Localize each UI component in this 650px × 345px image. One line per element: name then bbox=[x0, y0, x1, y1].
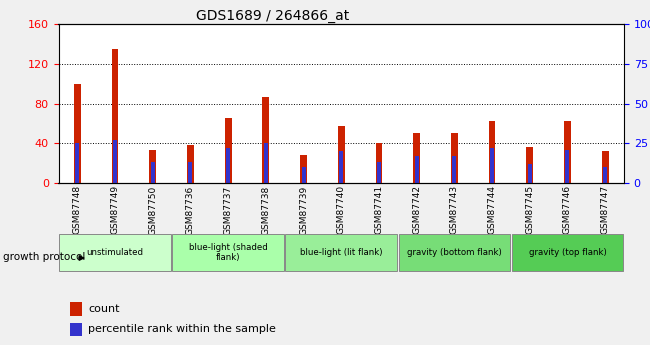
Text: GSM87736: GSM87736 bbox=[186, 185, 195, 235]
Bar bbox=[415, 156, 419, 183]
Bar bbox=[602, 151, 608, 183]
Text: unstimulated: unstimulated bbox=[86, 248, 144, 257]
Bar bbox=[413, 133, 420, 183]
Bar bbox=[263, 97, 269, 183]
Bar bbox=[490, 148, 494, 183]
Text: GSM87740: GSM87740 bbox=[337, 185, 346, 235]
Text: count: count bbox=[88, 304, 120, 314]
Text: GDS1689 / 264866_at: GDS1689 / 264866_at bbox=[196, 9, 350, 23]
FancyBboxPatch shape bbox=[172, 235, 284, 271]
Text: GSM87749: GSM87749 bbox=[111, 185, 120, 235]
Bar bbox=[452, 156, 456, 183]
Text: GSM87738: GSM87738 bbox=[261, 185, 270, 235]
Bar bbox=[603, 167, 607, 183]
Bar bbox=[74, 84, 81, 183]
Text: GSM87747: GSM87747 bbox=[601, 185, 610, 235]
Text: gravity (top flank): gravity (top flank) bbox=[528, 248, 606, 257]
Bar bbox=[70, 302, 83, 316]
Text: GSM87737: GSM87737 bbox=[224, 185, 233, 235]
Bar bbox=[302, 167, 306, 183]
Bar bbox=[75, 143, 79, 183]
Bar bbox=[226, 148, 230, 183]
Bar bbox=[113, 140, 117, 183]
Bar bbox=[187, 145, 194, 183]
Text: blue-light (shaded
flank): blue-light (shaded flank) bbox=[188, 243, 268, 263]
Bar bbox=[70, 323, 83, 336]
Text: GSM87741: GSM87741 bbox=[374, 185, 384, 235]
FancyBboxPatch shape bbox=[59, 235, 171, 271]
Bar bbox=[564, 121, 571, 183]
Bar bbox=[264, 143, 268, 183]
Bar bbox=[376, 143, 382, 183]
Bar bbox=[151, 162, 155, 183]
Text: GSM87743: GSM87743 bbox=[450, 185, 459, 235]
Bar bbox=[566, 149, 569, 183]
Text: GSM87744: GSM87744 bbox=[488, 185, 497, 234]
Text: gravity (bottom flank): gravity (bottom flank) bbox=[407, 248, 502, 257]
Bar bbox=[300, 155, 307, 183]
Text: blue-light (lit flank): blue-light (lit flank) bbox=[300, 248, 382, 257]
Bar bbox=[528, 164, 532, 183]
Text: GSM87742: GSM87742 bbox=[412, 185, 421, 234]
Text: GSM87739: GSM87739 bbox=[299, 185, 308, 235]
Text: GSM87750: GSM87750 bbox=[148, 185, 157, 235]
Text: growth protocol: growth protocol bbox=[3, 252, 86, 262]
FancyBboxPatch shape bbox=[285, 235, 397, 271]
Bar bbox=[150, 150, 156, 183]
FancyBboxPatch shape bbox=[512, 235, 623, 271]
Bar bbox=[339, 151, 343, 183]
Bar bbox=[225, 118, 231, 183]
FancyBboxPatch shape bbox=[398, 235, 510, 271]
Bar bbox=[526, 147, 533, 183]
Bar bbox=[338, 126, 344, 183]
Bar bbox=[188, 162, 192, 183]
Bar bbox=[377, 162, 381, 183]
Bar bbox=[112, 49, 118, 183]
Text: GSM87748: GSM87748 bbox=[73, 185, 82, 235]
Bar bbox=[451, 133, 458, 183]
Bar bbox=[489, 121, 495, 183]
Text: GSM87746: GSM87746 bbox=[563, 185, 572, 235]
Text: percentile rank within the sample: percentile rank within the sample bbox=[88, 324, 276, 334]
Text: GSM87745: GSM87745 bbox=[525, 185, 534, 235]
